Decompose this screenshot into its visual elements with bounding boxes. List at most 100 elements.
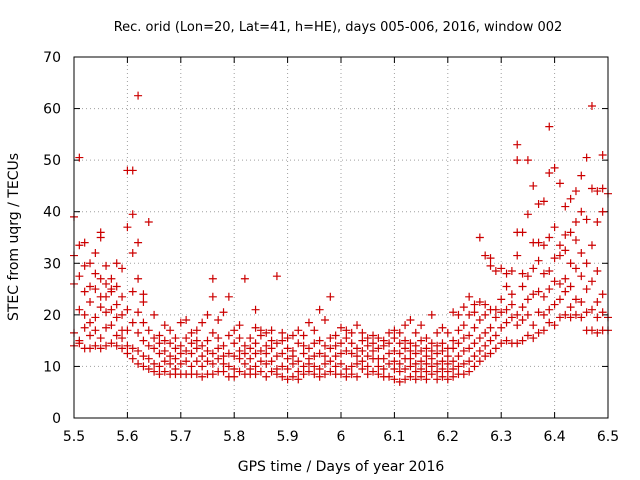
data-point xyxy=(454,326,463,335)
data-point xyxy=(598,207,607,216)
data-point xyxy=(337,370,345,379)
data-point xyxy=(304,344,313,353)
data-point xyxy=(299,341,308,350)
data-point xyxy=(470,339,479,348)
data-point xyxy=(566,313,575,322)
data-point xyxy=(203,346,212,355)
data-point xyxy=(347,339,356,348)
data-point xyxy=(385,372,394,381)
data-point xyxy=(128,287,137,296)
data-point xyxy=(267,344,276,353)
data-point xyxy=(587,241,596,250)
data-point xyxy=(550,321,559,330)
data-point xyxy=(208,359,217,368)
data-point xyxy=(395,359,404,368)
data-point xyxy=(587,277,596,286)
data-point xyxy=(438,339,447,348)
data-point xyxy=(486,336,495,345)
data-point xyxy=(566,282,575,291)
data-point xyxy=(363,352,372,361)
data-point xyxy=(465,331,474,340)
data-point xyxy=(96,344,105,353)
data-point xyxy=(470,352,479,361)
data-point xyxy=(134,238,143,247)
data-point xyxy=(331,331,340,340)
data-point xyxy=(502,269,511,278)
y-tick-label: 20 xyxy=(43,308,61,324)
data-point xyxy=(363,370,372,379)
data-point xyxy=(342,372,351,381)
data-point xyxy=(91,269,100,278)
data-point xyxy=(571,264,580,273)
data-point xyxy=(550,163,559,172)
data-point xyxy=(465,310,474,319)
data-point xyxy=(86,282,95,291)
x-tick-label: 6 xyxy=(337,429,346,445)
data-point xyxy=(566,194,575,203)
data-point xyxy=(475,357,484,366)
data-point xyxy=(198,362,207,371)
data-point xyxy=(283,354,292,363)
data-point xyxy=(128,318,137,327)
data-point xyxy=(128,166,137,175)
data-point xyxy=(235,346,244,355)
data-point xyxy=(422,334,431,343)
data-point xyxy=(518,228,527,237)
data-point xyxy=(374,334,383,343)
data-point xyxy=(75,272,84,281)
data-point xyxy=(240,349,249,358)
data-point xyxy=(577,171,586,180)
data-point xyxy=(208,370,217,379)
data-point xyxy=(198,341,207,350)
data-point xyxy=(571,187,580,196)
data-point xyxy=(155,331,164,340)
data-point xyxy=(363,362,372,371)
data-point xyxy=(555,279,564,288)
data-point xyxy=(337,349,345,358)
data-point xyxy=(353,359,362,368)
data-point xyxy=(529,181,538,190)
plot-frame xyxy=(73,56,609,419)
data-point xyxy=(465,357,474,366)
data-point xyxy=(491,267,500,276)
x-tick-label: 6.1 xyxy=(383,429,405,445)
data-point xyxy=(523,331,532,340)
data-point xyxy=(144,218,153,227)
data-point xyxy=(214,344,223,353)
data-point xyxy=(470,323,479,332)
data-point xyxy=(230,365,239,374)
data-point xyxy=(433,341,442,350)
data-point xyxy=(433,367,442,376)
data-point xyxy=(449,308,458,317)
data-point xyxy=(513,140,522,149)
data-point xyxy=(80,238,89,247)
data-point xyxy=(539,310,548,319)
data-point xyxy=(465,344,474,353)
data-point xyxy=(561,202,570,211)
data-point xyxy=(507,267,516,276)
data-point xyxy=(294,339,303,348)
data-point xyxy=(433,359,442,368)
data-point xyxy=(235,354,244,363)
data-point xyxy=(411,349,420,358)
data-point xyxy=(555,295,564,304)
data-point xyxy=(294,367,303,376)
data-point xyxy=(118,264,127,273)
data-point xyxy=(326,367,335,376)
data-point xyxy=(171,344,180,353)
data-point xyxy=(262,349,271,358)
data-point xyxy=(331,341,340,350)
data-point xyxy=(139,336,148,345)
data-point xyxy=(251,323,260,332)
data-point xyxy=(353,321,362,330)
data-point xyxy=(128,210,137,219)
y-axis-ticks: 0 10 20 30 40 50 60 70 xyxy=(43,50,608,427)
data-point xyxy=(486,349,495,358)
data-point xyxy=(326,357,335,366)
data-point xyxy=(406,362,415,371)
data-point xyxy=(267,357,276,366)
data-point xyxy=(502,336,511,345)
data-point xyxy=(539,241,548,250)
data-point xyxy=(561,274,570,283)
data-point xyxy=(497,339,506,348)
